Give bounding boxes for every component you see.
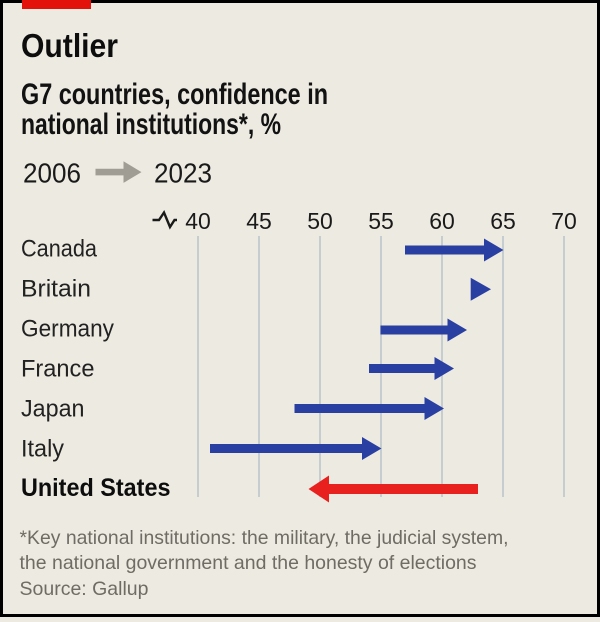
svg-text:40: 40 — [185, 208, 211, 234]
svg-text:Britain: Britain — [21, 276, 91, 303]
svg-text:45: 45 — [246, 208, 272, 234]
svg-text:France: France — [21, 356, 95, 383]
svg-text:*Key national institutions: th: *Key national institutions: the military… — [20, 527, 509, 549]
svg-text:national institutions*, %: national institutions*, % — [21, 108, 281, 141]
svg-text:Japan: Japan — [21, 396, 85, 423]
svg-text:Italy: Italy — [21, 436, 65, 463]
svg-text:50: 50 — [307, 208, 333, 234]
svg-text:the national government and th: the national government and the honesty … — [20, 552, 477, 574]
svg-text:2006: 2006 — [23, 158, 81, 189]
svg-text:Germany: Germany — [21, 316, 115, 343]
svg-text:70: 70 — [551, 208, 577, 234]
svg-text:Canada: Canada — [21, 236, 97, 263]
svg-text:Outlier: Outlier — [21, 28, 118, 65]
svg-text:Source: Gallup: Source: Gallup — [20, 578, 149, 600]
svg-text:55: 55 — [368, 208, 394, 234]
svg-text:65: 65 — [490, 208, 516, 234]
svg-text:60: 60 — [429, 208, 455, 234]
svg-text:2023: 2023 — [154, 158, 212, 189]
svg-text:G7 countries, confidence in: G7 countries, confidence in — [21, 78, 328, 111]
svg-text:United States: United States — [21, 474, 171, 502]
